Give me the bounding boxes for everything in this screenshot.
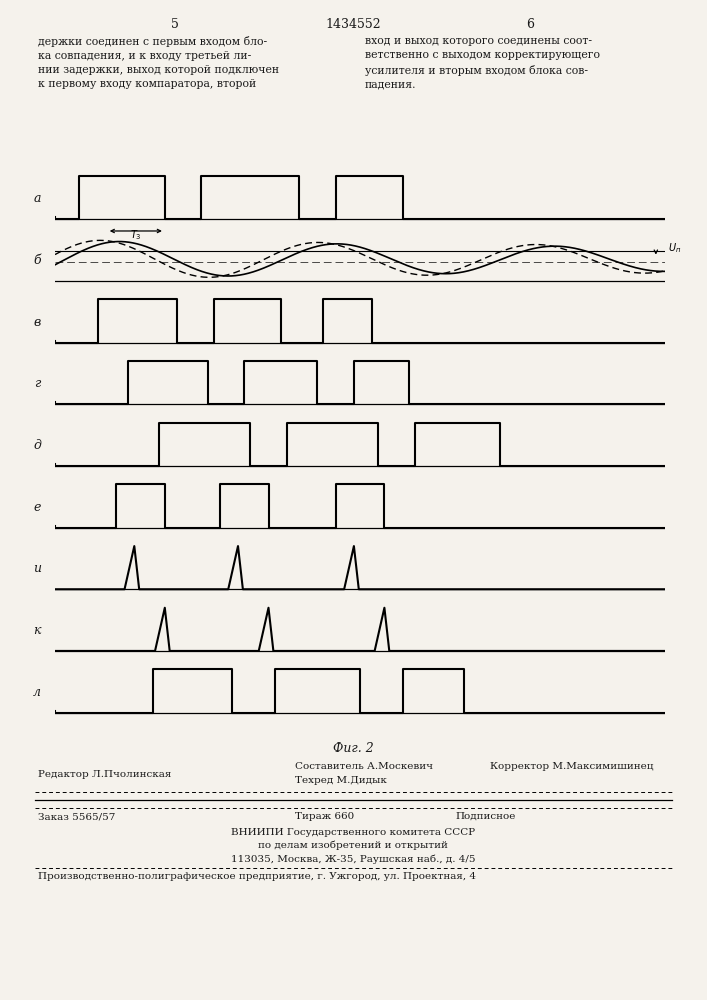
Text: Заказ 5565/57: Заказ 5565/57: [38, 812, 115, 821]
Text: е: е: [33, 501, 41, 514]
Text: Составитель А.Москевич: Составитель А.Москевич: [295, 762, 433, 771]
Text: к: к: [33, 624, 41, 637]
Text: 113035, Москва, Ж-35, Раушская наб., д. 4/5: 113035, Москва, Ж-35, Раушская наб., д. …: [230, 854, 475, 863]
Text: Тираж 660: Тираж 660: [295, 812, 354, 821]
Text: по делам изобретений и открытий: по делам изобретений и открытий: [258, 841, 448, 850]
Text: а: а: [33, 192, 41, 205]
Text: 1434552: 1434552: [325, 18, 381, 31]
Text: держки соединен с первым входом бло-
ка совпадения, и к входу третьей ли-
нии за: держки соединен с первым входом бло- ка …: [38, 36, 279, 89]
Text: ВНИИПИ Государственного комитета СССР: ВНИИПИ Государственного комитета СССР: [231, 828, 475, 837]
Text: вход и выход которого соединены соот-
ветственно с выходом корректирующего
усили: вход и выход которого соединены соот- ве…: [365, 36, 600, 90]
Text: и: и: [33, 562, 41, 575]
Text: $T_3$: $T_3$: [130, 229, 141, 242]
Text: г: г: [34, 377, 40, 390]
Text: Корректор М.Максимишинец: Корректор М.Максимишинец: [490, 762, 653, 771]
Text: в: в: [33, 316, 40, 329]
Text: Производственно-полиграфическое предприятие, г. Ужгород, ул. Проектная, 4: Производственно-полиграфическое предприя…: [38, 872, 476, 881]
Text: б: б: [33, 254, 41, 267]
Text: 6: 6: [526, 18, 534, 31]
Text: Подписное: Подписное: [455, 812, 515, 821]
Text: 5: 5: [171, 18, 179, 31]
Text: д: д: [33, 439, 41, 452]
Text: Фиг. 2: Фиг. 2: [332, 742, 373, 755]
Text: л: л: [33, 686, 41, 699]
Text: Техред М.Дидык: Техред М.Дидык: [295, 776, 387, 785]
Text: $U_п$: $U_п$: [668, 241, 682, 255]
Text: Редактор Л.Пчолинская: Редактор Л.Пчолинская: [38, 770, 171, 779]
